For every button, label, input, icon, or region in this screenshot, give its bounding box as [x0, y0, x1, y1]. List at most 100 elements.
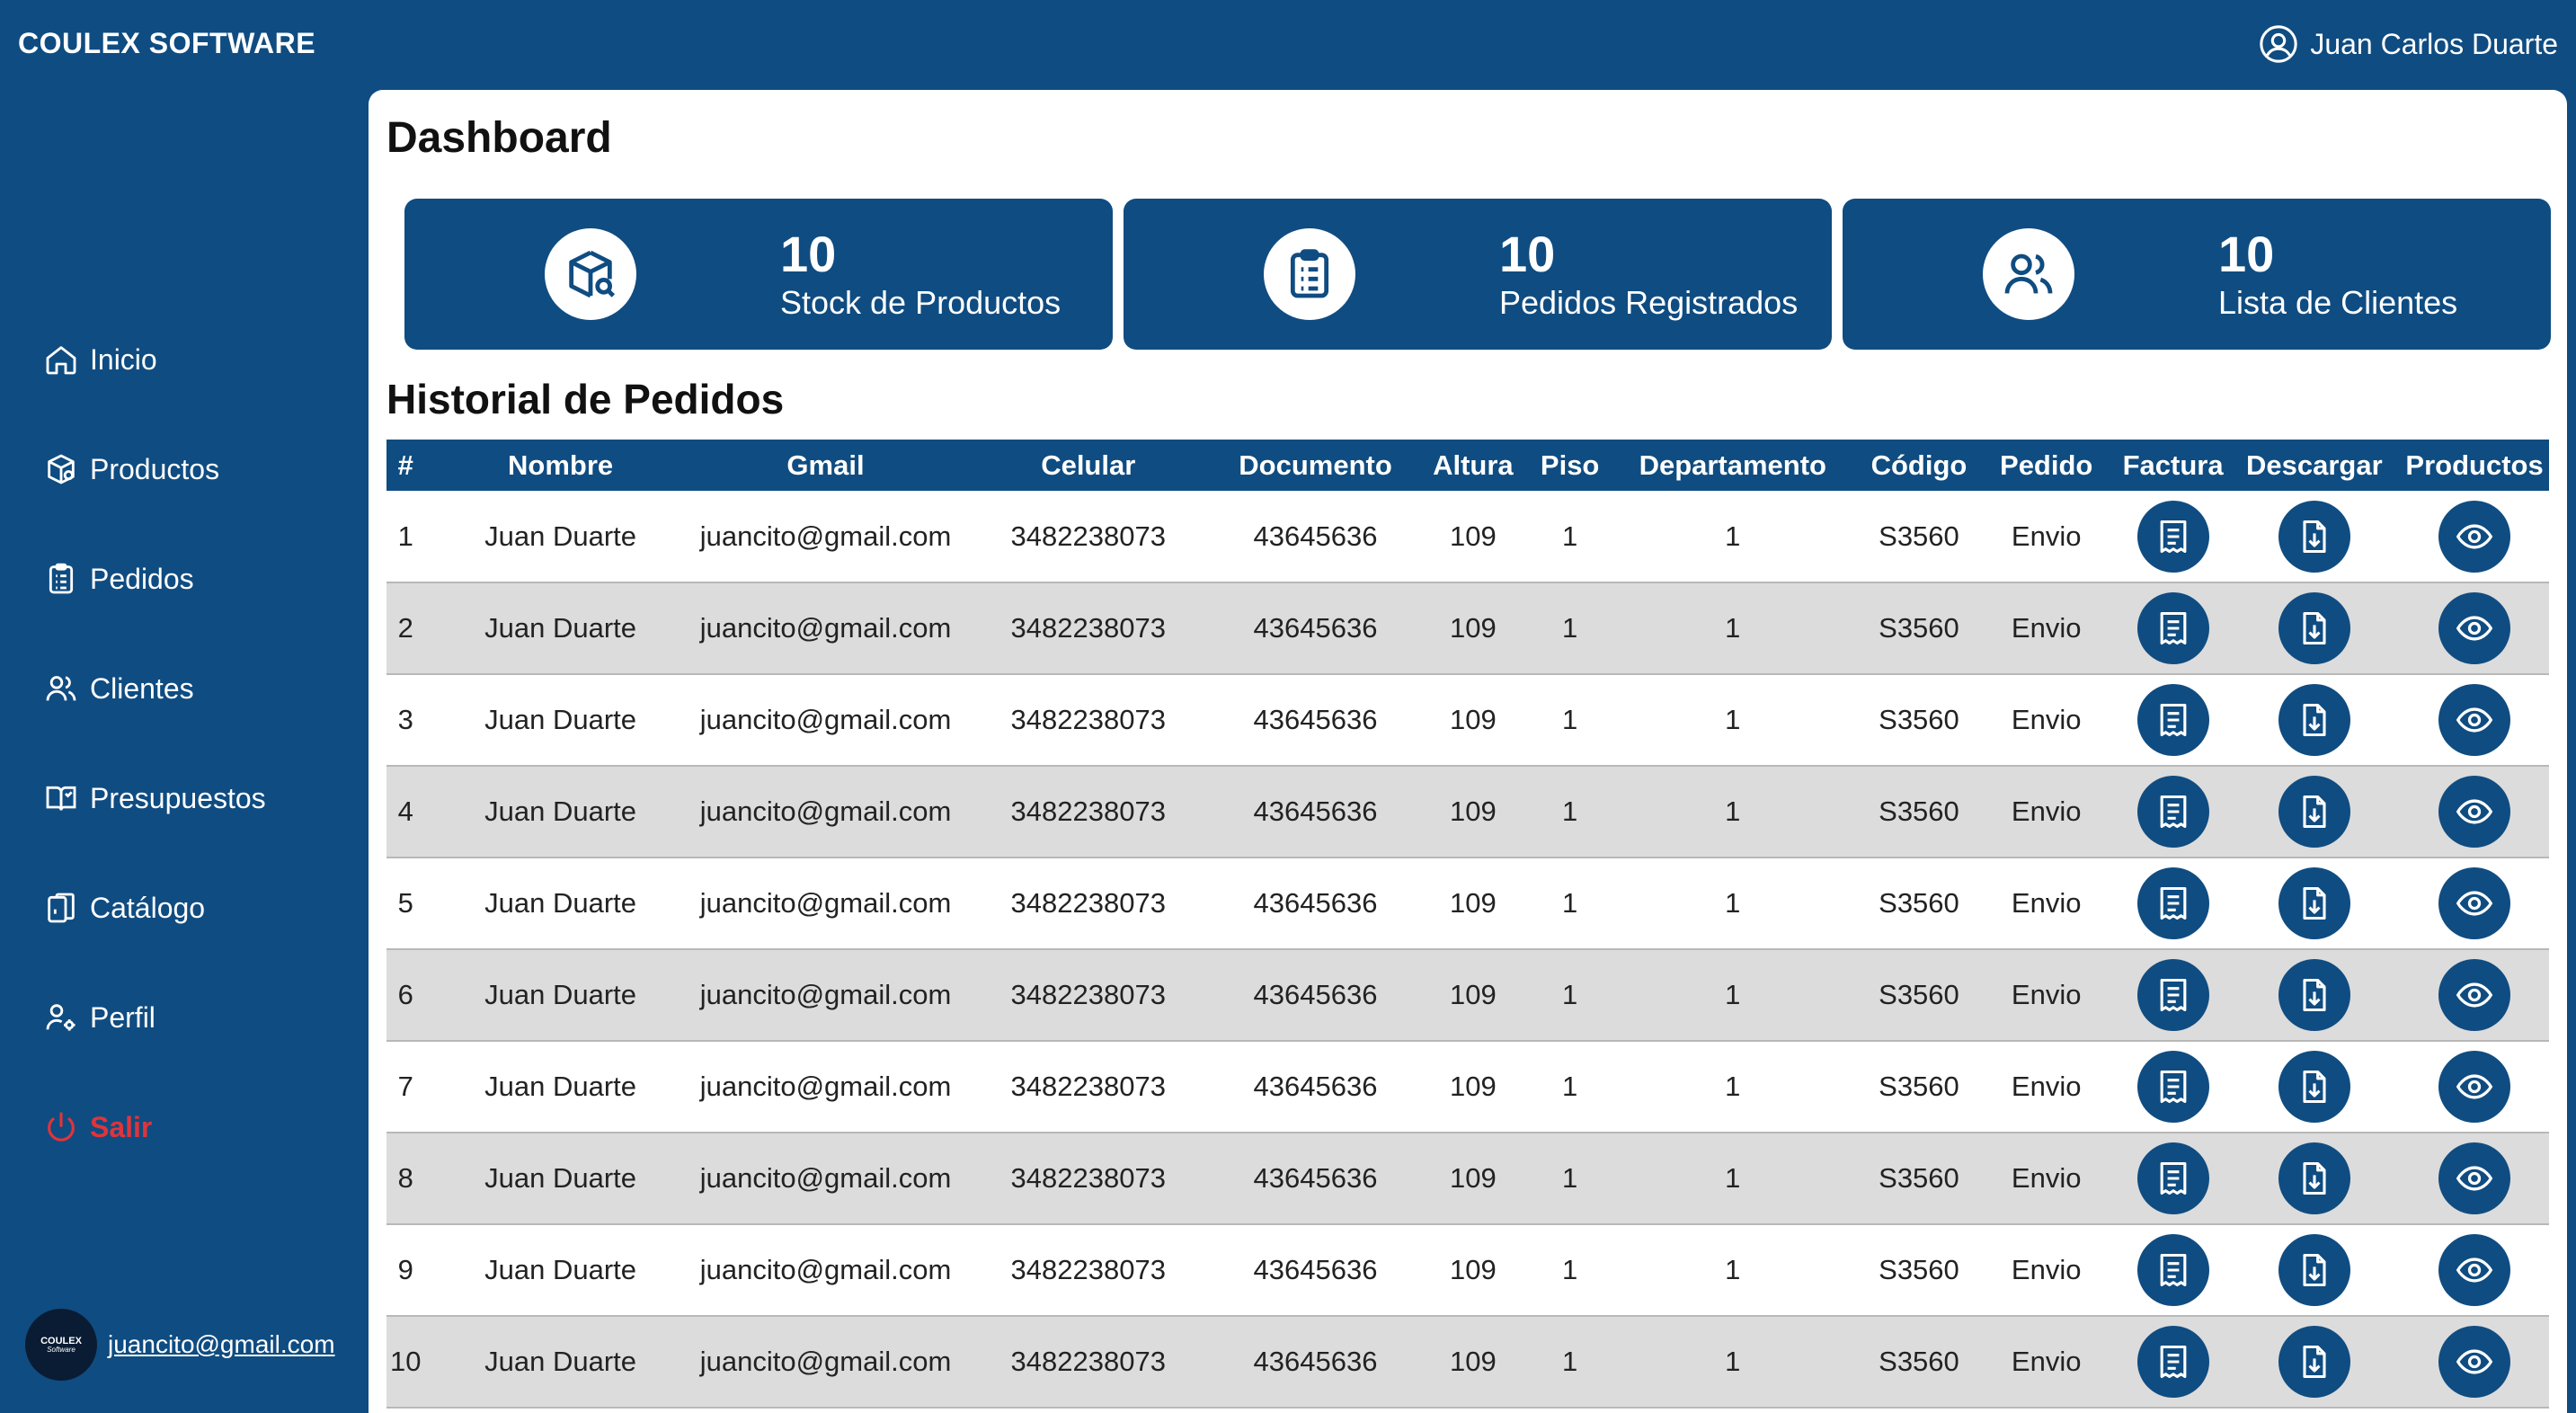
action-cell: [2118, 766, 2229, 858]
factura-button[interactable]: [2136, 867, 2209, 939]
column-header: Departamento: [1639, 449, 1826, 481]
column-header: Descargar: [2245, 449, 2383, 481]
factura-button[interactable]: [2136, 959, 2209, 1031]
home-icon: [46, 346, 76, 375]
table-cell: Juan Duarte: [484, 1254, 637, 1285]
table-cell: Envio: [2011, 520, 2082, 552]
sidebar-item-clientes[interactable]: Clientes: [43, 671, 194, 706]
column-header: Pedido: [2000, 449, 2093, 481]
catalog-icon: [48, 893, 75, 923]
factura-button[interactable]: [2136, 684, 2209, 756]
productos-button[interactable]: [2438, 684, 2511, 756]
table-cell: 3482238073: [1010, 520, 1166, 552]
table-cell: 6: [397, 979, 413, 1010]
table-cell: S3560: [1879, 1071, 1959, 1102]
avatar-logo-subtext: Software: [47, 1345, 76, 1354]
receipt-icon: [2160, 795, 2186, 829]
user-email-link[interactable]: juancito@gmail.com: [108, 1330, 335, 1358]
box-search-icon: [569, 250, 616, 298]
table-cell: 1: [1725, 887, 1741, 919]
table-cell: 1: [1725, 1346, 1741, 1377]
factura-button[interactable]: [2136, 1051, 2209, 1123]
productos-button[interactable]: [2438, 1051, 2511, 1123]
descargar-button[interactable]: [2278, 1142, 2350, 1214]
table-cell: juancito@gmail.com: [699, 704, 952, 735]
action-cell: [2400, 1133, 2549, 1224]
sidebar-item-inicio[interactable]: Inicio: [43, 342, 157, 378]
sidebar-footer: COULEX Software juancito@gmail.com: [25, 1309, 335, 1381]
table-row: 1 Juan Duarte juancito@gmail.com 3482238073…: [386, 491, 2549, 582]
productos-button[interactable]: [2438, 500, 2511, 573]
productos-button[interactable]: [2438, 592, 2511, 664]
table-cell: Envio: [2011, 1071, 2082, 1102]
descargar-button[interactable]: [2278, 1326, 2350, 1398]
descargar-button[interactable]: [2278, 776, 2350, 848]
brand-title: COULEX SOFTWARE: [18, 27, 316, 59]
action-cell: [2118, 491, 2229, 582]
productos-button[interactable]: [2438, 959, 2511, 1031]
table-cell: 109: [1450, 612, 1497, 644]
productos-button[interactable]: [2438, 1142, 2511, 1214]
user-gear-icon: [46, 1004, 76, 1031]
table-cell: S3560: [1879, 520, 1959, 552]
table-cell: 3: [397, 704, 413, 735]
action-cell: [2400, 1041, 2549, 1133]
card-icon-circle: [1264, 228, 1355, 320]
descargar-button[interactable]: [2278, 1051, 2350, 1123]
action-cell: [2400, 949, 2549, 1041]
productos-button[interactable]: [2438, 1326, 2511, 1398]
table-cell: 109: [1450, 795, 1497, 827]
table-cell: 109: [1450, 1071, 1497, 1102]
stat-card-pedidos[interactable]: 10 Pedidos Registrados: [1124, 199, 1832, 350]
card-text: 10 Stock de Productos: [780, 227, 1061, 322]
action-cell: [2229, 1224, 2401, 1316]
table-cell: 7: [397, 1071, 413, 1102]
receipt-icon: [2160, 1070, 2186, 1104]
sidebar-item-pedidos[interactable]: Pedidos: [43, 561, 194, 597]
table-cell: 1: [1562, 795, 1578, 827]
factura-button[interactable]: [2136, 592, 2209, 664]
factura-button[interactable]: [2136, 1326, 2209, 1398]
sidebar-item-presupuestos[interactable]: Presupuestos: [43, 780, 266, 816]
descargar-button[interactable]: [2278, 592, 2350, 664]
sidebar-item-productos[interactable]: Productos: [43, 451, 219, 487]
descargar-button[interactable]: [2278, 684, 2350, 756]
descargar-button[interactable]: [2278, 959, 2350, 1031]
receipt-icon: [2160, 520, 2186, 553]
factura-button[interactable]: [2136, 500, 2209, 573]
table-cell: 43645636: [1253, 520, 1378, 552]
table-cell: 1: [1725, 704, 1741, 735]
table-cell: 1: [1562, 612, 1578, 644]
sidebar-item-salir[interactable]: Salir: [43, 1109, 152, 1145]
productos-button[interactable]: [2438, 867, 2511, 939]
table-cell: 1: [1725, 795, 1741, 827]
table-row: 6 Juan Duarte juancito@gmail.com 3482238073…: [386, 949, 2549, 1041]
sidebar-item-perfil[interactable]: Perfil: [43, 1000, 155, 1035]
table-cell: Envio: [2011, 795, 2082, 827]
table-cell: S3560: [1879, 704, 1959, 735]
card-text: 10 Lista de Clientes: [2218, 227, 2457, 322]
sidebar: Inicio Productos Pedidos Clientes Presup…: [0, 90, 369, 1413]
table-row: 8 Juan Duarte juancito@gmail.com 3482238073…: [386, 1133, 2549, 1224]
table-cell: 1: [1562, 1162, 1578, 1194]
card-icon-circle: [545, 228, 636, 320]
descargar-button[interactable]: [2278, 1234, 2350, 1306]
stat-card-clientes[interactable]: 10 Lista de Clientes: [1843, 199, 2551, 350]
descargar-button[interactable]: [2278, 500, 2350, 573]
action-cell: [2400, 674, 2549, 766]
file-download-icon: [2303, 978, 2326, 1012]
user-menu[interactable]: Juan Carlos Duarte: [2258, 23, 2558, 65]
factura-button[interactable]: [2136, 776, 2209, 848]
productos-button[interactable]: [2438, 1234, 2511, 1306]
factura-button[interactable]: [2136, 1142, 2209, 1214]
table-cell: S3560: [1879, 612, 1959, 644]
descargar-button[interactable]: [2278, 867, 2350, 939]
table-cell: 3482238073: [1010, 612, 1166, 644]
sidebar-item-catalogo[interactable]: Catálogo: [43, 890, 205, 926]
users-icon: [46, 676, 76, 701]
productos-button[interactable]: [2438, 776, 2511, 848]
sidebar-item-label: Perfil: [90, 1000, 155, 1034]
factura-button[interactable]: [2136, 1234, 2209, 1306]
stat-card-productos[interactable]: 10 Stock de Productos: [404, 199, 1113, 350]
table-header-row: # Nombre Gmail Celular Documento Altura …: [386, 440, 2549, 491]
